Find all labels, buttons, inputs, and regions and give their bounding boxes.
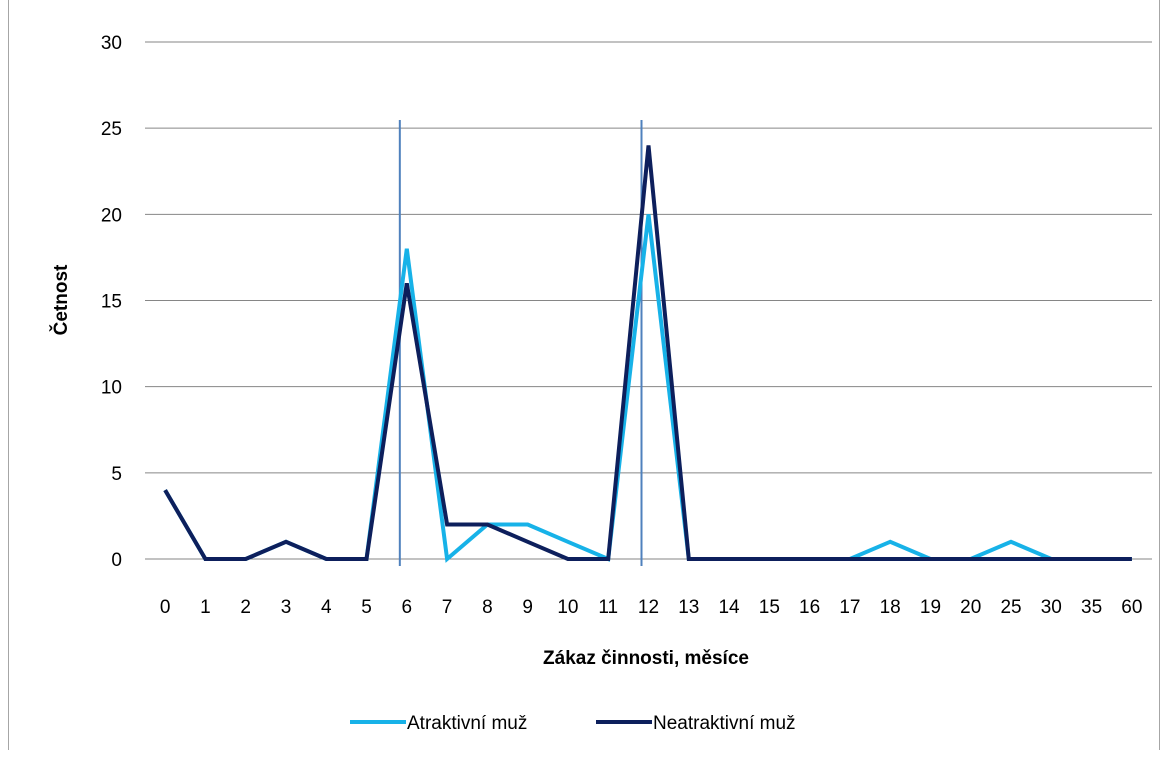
- x-axis-title: Zákaz činnosti, měsíce: [543, 648, 749, 669]
- x-tick-label: 25: [1000, 597, 1021, 618]
- reference-lines: [398, 120, 643, 566]
- x-tick-label: 35: [1081, 597, 1102, 618]
- x-tick-label: 14: [718, 597, 740, 618]
- x-tick-label: 60: [1121, 597, 1142, 618]
- series-lines: [163, 145, 1132, 563]
- x-tick-label: 2: [240, 597, 251, 618]
- x-tick-label: 30: [1041, 597, 1062, 618]
- legend-label-2: Neatraktivní muž: [653, 713, 796, 734]
- x-tick-label: 11: [598, 597, 618, 618]
- x-tick-label: 3: [281, 597, 292, 618]
- y-tick-label: 10: [101, 378, 122, 399]
- x-tick-label: 4: [321, 597, 332, 618]
- y-axis-ticks: 0 5 10 15 20 25 30: [101, 33, 122, 571]
- x-tick-label: 8: [482, 597, 493, 618]
- y-tick-label: 20: [101, 205, 122, 226]
- y-axis-title: Četnost: [50, 264, 72, 335]
- y-tick-label: 5: [111, 464, 122, 485]
- y-tick-label: 0: [111, 550, 122, 571]
- x-axis-ticks: 0 1 2 3 4 5 6 7 8 9 10 11 12 13 14 15 16 17 18 19 20 25 30 35 60: [160, 597, 1143, 618]
- x-tick-label: 1: [200, 597, 211, 618]
- x-tick-label: 0: [160, 597, 171, 618]
- x-tick-label: 6: [402, 597, 413, 618]
- x-tick-label: 5: [361, 597, 372, 618]
- y-tick-label: 15: [101, 292, 122, 313]
- gridlines: [145, 41, 1152, 560]
- x-tick-label: 12: [638, 597, 659, 618]
- x-tick-label: 15: [759, 597, 780, 618]
- y-tick-label: 30: [101, 33, 122, 54]
- x-tick-label: 10: [557, 597, 578, 618]
- series-line-2: [163, 145, 1132, 561]
- x-tick-label: 20: [960, 597, 981, 618]
- chart-frame: [8, 0, 1160, 750]
- x-tick-label: 18: [880, 597, 901, 618]
- x-tick-label: 9: [522, 597, 533, 618]
- x-tick-label: 17: [839, 597, 860, 618]
- x-tick-label: 16: [799, 597, 820, 618]
- legend: Atraktivní muž Neatraktivní muž: [350, 713, 796, 734]
- legend-label-1: Atraktivní muž: [407, 713, 527, 734]
- y-tick-label: 25: [101, 119, 122, 140]
- x-tick-label: 13: [678, 597, 699, 618]
- x-tick-label: 19: [920, 597, 941, 618]
- x-tick-label: 7: [442, 597, 453, 618]
